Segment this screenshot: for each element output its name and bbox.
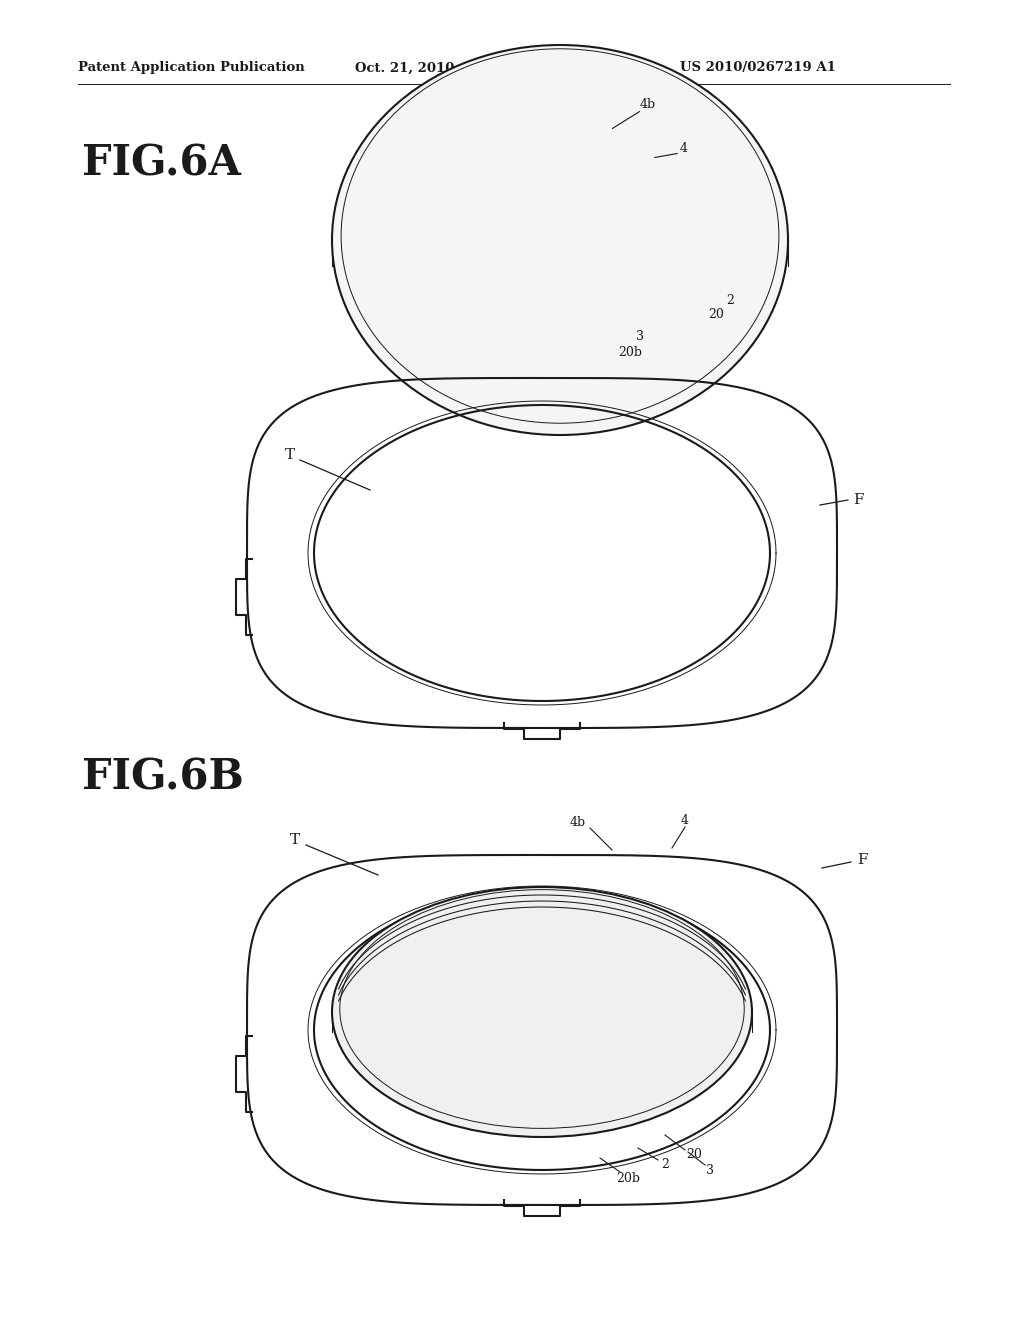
Text: 4b: 4b [570,817,586,829]
Text: FIG.6A: FIG.6A [82,143,241,185]
Text: 20: 20 [686,1148,701,1162]
Ellipse shape [332,45,788,436]
Text: 4: 4 [680,141,688,154]
Text: F: F [853,492,863,507]
Text: Patent Application Publication: Patent Application Publication [78,62,305,74]
Text: 4b: 4b [640,99,656,111]
Text: FIG.6B: FIG.6B [82,756,244,799]
Ellipse shape [332,887,752,1137]
Text: F: F [857,853,867,867]
Text: US 2010/0267219 A1: US 2010/0267219 A1 [680,62,836,74]
Text: 2: 2 [662,1159,669,1172]
Text: 20b: 20b [618,346,642,359]
Text: T: T [285,447,295,462]
Text: 4: 4 [681,813,689,826]
Text: Oct. 21, 2010  Sheet 6 of 11: Oct. 21, 2010 Sheet 6 of 11 [355,62,561,74]
Text: 20b: 20b [616,1172,640,1184]
Text: T: T [290,833,300,847]
Text: 2: 2 [726,293,734,306]
Text: 3: 3 [636,330,644,342]
Text: 3: 3 [706,1163,714,1176]
Text: 20: 20 [708,309,724,322]
